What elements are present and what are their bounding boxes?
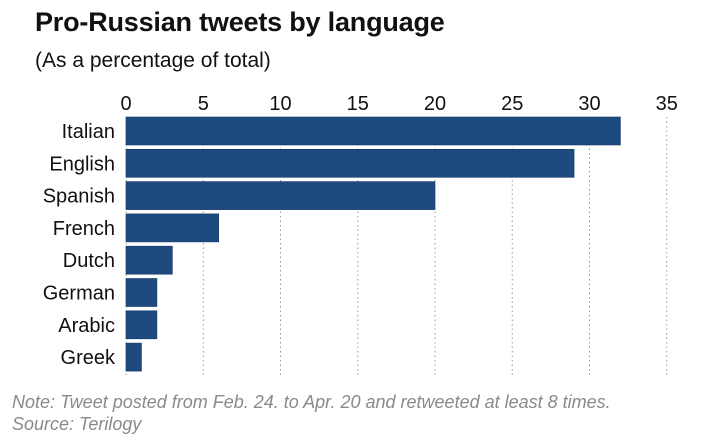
- x-tick-label: 20: [424, 93, 446, 115]
- category-label-dutch: Dutch: [63, 250, 115, 272]
- x-tick-label: 30: [578, 93, 600, 115]
- category-label-english: English: [49, 153, 115, 175]
- category-label-greek: Greek: [61, 347, 116, 369]
- category-labels: Italian English Spanish French Dutch German Ar…: [43, 121, 116, 369]
- category-label-italian: Italian: [62, 121, 115, 143]
- x-tick-label: 35: [656, 93, 678, 115]
- bar-arabic: [125, 310, 158, 340]
- x-tick-label: 0: [120, 93, 131, 115]
- category-label-spanish: Spanish: [43, 186, 115, 208]
- x-tick-label: 5: [198, 93, 209, 115]
- chart-title: Pro-Russian tweets by language: [35, 7, 445, 37]
- bar-german: [125, 278, 158, 307]
- x-tick-label: 25: [501, 93, 523, 115]
- bar-french: [125, 213, 219, 243]
- bar-greek: [125, 342, 142, 372]
- bar-italian: [125, 116, 621, 146]
- category-label-arabic: Arabic: [58, 315, 115, 337]
- bars: [125, 116, 621, 372]
- bar-dutch: [125, 245, 173, 275]
- bar-english: [125, 149, 575, 178]
- chart-note: Note: Tweet posted from Feb. 24. to Apr.…: [12, 392, 611, 412]
- x-axis-ticks: 0 5 10 15 20 25 30 35: [120, 93, 677, 115]
- chart-subtitle: (As a percentage of total): [35, 49, 271, 72]
- chart-source: Source: Terilogy: [12, 414, 142, 434]
- bar-spanish: [125, 181, 436, 210]
- x-tick-label: 10: [269, 93, 291, 115]
- category-label-french: French: [53, 218, 115, 240]
- x-tick-label: 15: [347, 93, 369, 115]
- category-label-german: German: [43, 283, 115, 305]
